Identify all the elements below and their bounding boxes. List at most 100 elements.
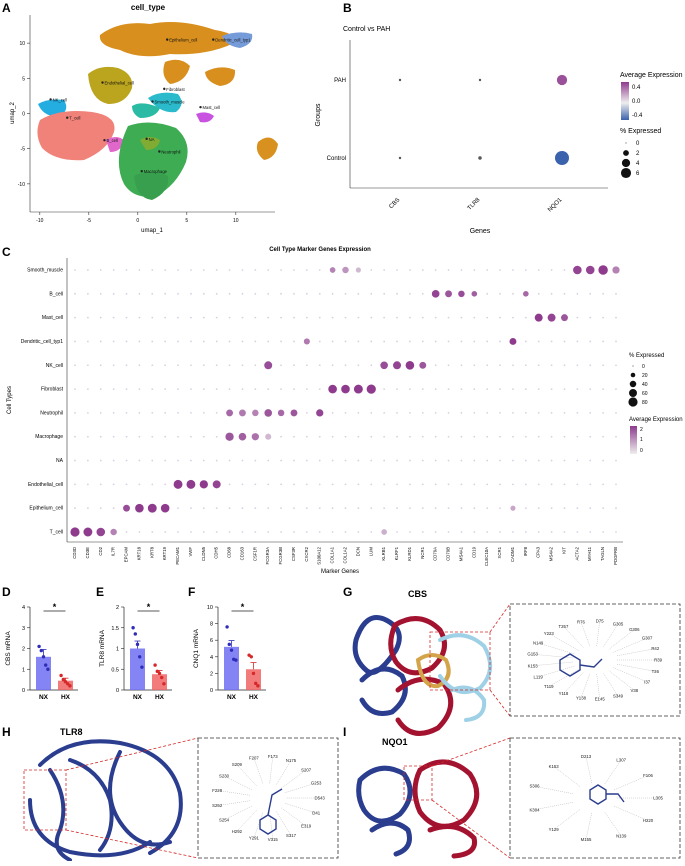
- tlr8-contact-line: [284, 782, 317, 793]
- markers-dot: [598, 265, 608, 275]
- tlr8-residue-label: S209: [232, 762, 243, 767]
- tlr8-contact-line: [217, 800, 251, 806]
- markers-dot: [512, 364, 514, 367]
- markers-gene-label: CPA3: [536, 546, 541, 558]
- markers-dot: [534, 313, 543, 322]
- markers-dot: [331, 340, 334, 343]
- markers-dot: [357, 435, 360, 438]
- panel-f-letter: F: [188, 585, 195, 599]
- markers-dot: [473, 507, 476, 510]
- bar-ytick-label: 2: [210, 671, 213, 677]
- groups-pct-legend-label: 4: [636, 161, 640, 167]
- markers-dot: [434, 459, 437, 462]
- markers-dot: [215, 364, 218, 367]
- cbs-contact-line: [538, 642, 576, 655]
- markers-dot: [202, 459, 205, 462]
- umap-cluster-label: NA: [149, 137, 155, 142]
- markers-dot: [434, 531, 437, 533]
- tlr8-zoom-line: [65, 829, 199, 859]
- markers-dot: [74, 459, 76, 462]
- markers-dot: [563, 459, 566, 462]
- markers-celltype-label: B_cell: [49, 291, 63, 297]
- markers-dot: [409, 531, 411, 533]
- markers-legend-avg-tick: 0: [640, 448, 643, 454]
- markers-dot: [524, 507, 527, 510]
- markers-dot: [344, 364, 347, 367]
- markers-dot: [460, 459, 463, 462]
- markers-dot: [331, 483, 334, 486]
- markers-dot: [602, 531, 605, 533]
- umap-cluster-label: B_cell: [106, 138, 117, 143]
- markers-dot: [202, 269, 205, 271]
- markers-dot: [460, 483, 463, 486]
- markers-dot: [293, 340, 295, 343]
- umap-cluster-point: [101, 81, 104, 84]
- markers-dot: [576, 340, 579, 343]
- markers-dot: [151, 292, 154, 295]
- markers-dot: [254, 388, 257, 390]
- nqo1-residue-label: K304: [529, 807, 540, 812]
- markers-dot: [202, 316, 205, 319]
- cbs-contact-line: [538, 665, 576, 678]
- cbs-contact-line: [608, 670, 635, 691]
- markers-dot: [434, 435, 437, 438]
- markers-dot: [86, 483, 89, 486]
- markers-dot: [125, 364, 128, 367]
- markers-dot: [460, 340, 463, 343]
- markers-dot: [537, 412, 540, 414]
- markers-gene-label: COL1A2: [343, 546, 348, 563]
- markers-dot: [241, 292, 244, 295]
- cbs-residue-label: T119: [544, 684, 554, 689]
- markers-dot: [151, 483, 154, 486]
- markers-dot: [316, 409, 324, 417]
- markers-dot: [112, 435, 115, 438]
- tlr8-residue-label: S230: [219, 774, 230, 779]
- markers-dot: [328, 384, 337, 394]
- markers-dot: [434, 364, 437, 367]
- markers-dot: [112, 459, 115, 462]
- markers-pct-legend-label: 20: [642, 373, 648, 379]
- cluster-macrophage-shape: [134, 172, 169, 200]
- bar-ytick-label: 0: [210, 688, 213, 694]
- markers-legend-avg-tick: 1: [640, 437, 643, 443]
- markers-dot: [499, 364, 501, 367]
- markers-dot: [357, 316, 360, 319]
- markers-dot: [615, 364, 617, 367]
- cluster-na-shape: [140, 137, 160, 150]
- markers-dot: [74, 340, 76, 343]
- cbs-residue-label: Y118: [559, 691, 569, 696]
- markers-dot: [293, 269, 295, 271]
- markers-dot: [460, 388, 463, 390]
- umap-ylabel: umap_2: [10, 101, 16, 123]
- markers-dot: [138, 340, 141, 343]
- cbs-contact-line: [602, 672, 619, 697]
- cluster-dendritic-shape: [222, 32, 253, 48]
- markers-dot: [380, 361, 388, 370]
- markers-dot: [305, 364, 308, 367]
- markers-dot: [186, 479, 196, 489]
- markers-dot: [293, 483, 295, 486]
- bar-ytick-label: 4: [210, 655, 213, 661]
- markers-dot: [331, 435, 334, 438]
- markers-dot: [99, 364, 102, 367]
- markers-dot: [550, 459, 553, 462]
- markers-dot: [86, 412, 89, 414]
- markers-dot: [331, 459, 334, 462]
- groups-legend-avg-title: Average Expression: [620, 72, 683, 79]
- tlr8-protein-ribbon: [28, 739, 183, 862]
- markers-dot: [277, 409, 285, 417]
- cluster-epithelium-shape4: [256, 137, 278, 160]
- markers-dot: [177, 531, 179, 533]
- markers-dot: [228, 269, 231, 271]
- bar-ytick-label: 8: [210, 622, 213, 628]
- markers-gene-label: S100A12: [317, 546, 322, 564]
- bar-ytick-label: 0: [22, 688, 25, 694]
- tlr8-residue-label: F173: [268, 754, 278, 759]
- markers-celltype-label: Neutrophil: [40, 410, 63, 416]
- markers-gene-label: CD3D: [72, 547, 77, 559]
- tlr8-contact-line: [275, 810, 292, 836]
- markers-pct-legend-label: 80: [642, 400, 648, 406]
- groups-pct-legend-label: 2: [636, 151, 640, 157]
- markers-dot: [99, 435, 102, 438]
- markers-gene-label: ACTA2: [574, 546, 579, 560]
